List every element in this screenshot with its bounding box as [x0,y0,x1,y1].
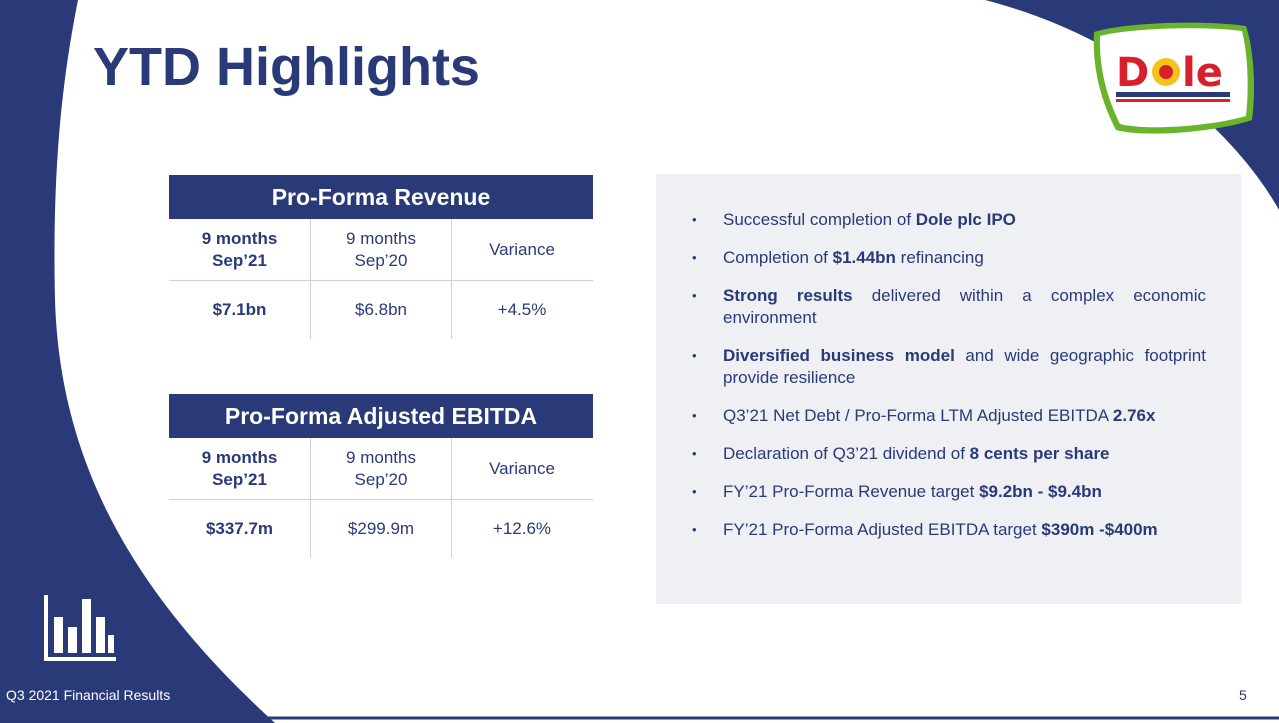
revenue-variance-value: +4.5% [451,281,592,339]
list-item: Strong results delivered within a comple… [692,285,1206,329]
table-row: $337.7m $299.9m +12.6% [169,500,593,558]
bullet-text: Successful completion of [723,210,916,229]
svg-text:le: le [1182,50,1223,96]
highlights-panel: Successful completion of Dole plc IPO Co… [656,174,1241,604]
revenue-table-heading: Pro-Forma Revenue [169,175,593,219]
list-item: Completion of $1.44bn refinancing [692,247,1206,269]
column-header-sep21: 9 months Sep’21 [169,219,310,280]
bullet-text: delivered within a complex economic envi… [723,286,1206,327]
list-item: Q3’21 Net Debt / Pro-Forma LTM Adjusted … [692,405,1206,427]
header-line: Sep’20 [354,469,408,489]
column-header-sep20: 9 months Sep’20 [310,219,451,280]
table-header-row: 9 months Sep’21 9 months Sep’20 Variance [169,438,593,500]
bullet-emphasis: $390m -$400m [1041,520,1158,539]
header-line: 9 months [201,228,278,248]
bullet-emphasis: Diversified business model [723,346,955,365]
header-line: Sep’21 [212,250,267,270]
list-item: Successful completion of Dole plc IPO [692,209,1206,231]
bullet-emphasis: $1.44bn [832,248,896,267]
bullet-text: FY’21 Pro-Forma Revenue target [723,482,980,501]
bullet-emphasis: 2.76x [1112,406,1156,425]
header-line: 9 months [346,447,416,467]
bullet-emphasis: $9.2bn - $9.4bn [979,482,1102,501]
revenue-table: Pro-Forma Revenue 9 months Sep’21 9 month… [169,175,593,339]
bullet-text: Declaration of Q3’21 dividend of [723,444,970,463]
bullet-text: and wide geographic footprint provide re… [723,346,1206,387]
list-item: Declaration of Q3’21 dividend of 8 cents… [692,443,1206,465]
svg-text:D: D [1116,50,1149,96]
header-line: Sep’21 [212,469,267,489]
bullet-text: FY’21 Pro-Forma Adjusted EBITDA target [723,520,1042,539]
table-row: $7.1bn $6.8bn +4.5% [169,281,593,339]
list-item: Diversified business model and wide geog… [692,345,1206,389]
footer-label: Q3 2021 Financial Results [6,687,171,703]
revenue-sep20-value: $6.8bn [310,281,451,339]
bar-chart-icon [44,595,116,661]
revenue-sep21-value: $7.1bn [212,300,267,319]
column-header-variance: Variance [451,438,592,499]
ebitda-table: Pro-Forma Adjusted EBITDA 9 months Sep’21… [169,394,593,558]
column-header-variance: Variance [451,219,592,280]
bullet-text: Q3’21 Net Debt / Pro-Forma LTM Adjusted … [723,406,1113,425]
bullet-emphasis: 8 cents per share [969,444,1110,463]
bullet-text: refinancing [895,248,984,267]
list-item: FY’21 Pro-Forma Adjusted EBITDA target $… [692,519,1206,541]
highlights-list: Successful completion of Dole plc IPO Co… [692,209,1206,557]
table-header-row: 9 months Sep’21 9 months Sep’20 Variance [169,219,593,281]
bullet-text: Completion of [723,248,833,267]
header-line: Sep’20 [354,250,408,270]
ebitda-sep20-value: $299.9m [310,500,451,558]
list-item: FY’21 Pro-Forma Revenue target $9.2bn - … [692,481,1206,503]
ebitda-variance-value: +12.6% [451,500,592,558]
ebitda-sep21-value: $337.7m [205,519,274,538]
header-line: 9 months [346,228,416,248]
column-header-sep20: 9 months Sep’20 [310,438,451,499]
bullet-emphasis: Dole plc IPO [915,210,1016,229]
header-line: 9 months [201,447,278,467]
ebitda-table-heading: Pro-Forma Adjusted EBITDA [169,394,593,438]
dole-logo: D le [1093,22,1254,134]
page-title: YTD Highlights [93,37,480,97]
page-number: 5 [1239,687,1247,703]
bullet-emphasis: Strong results [723,286,853,305]
column-header-sep21: 9 months Sep’21 [169,438,310,499]
